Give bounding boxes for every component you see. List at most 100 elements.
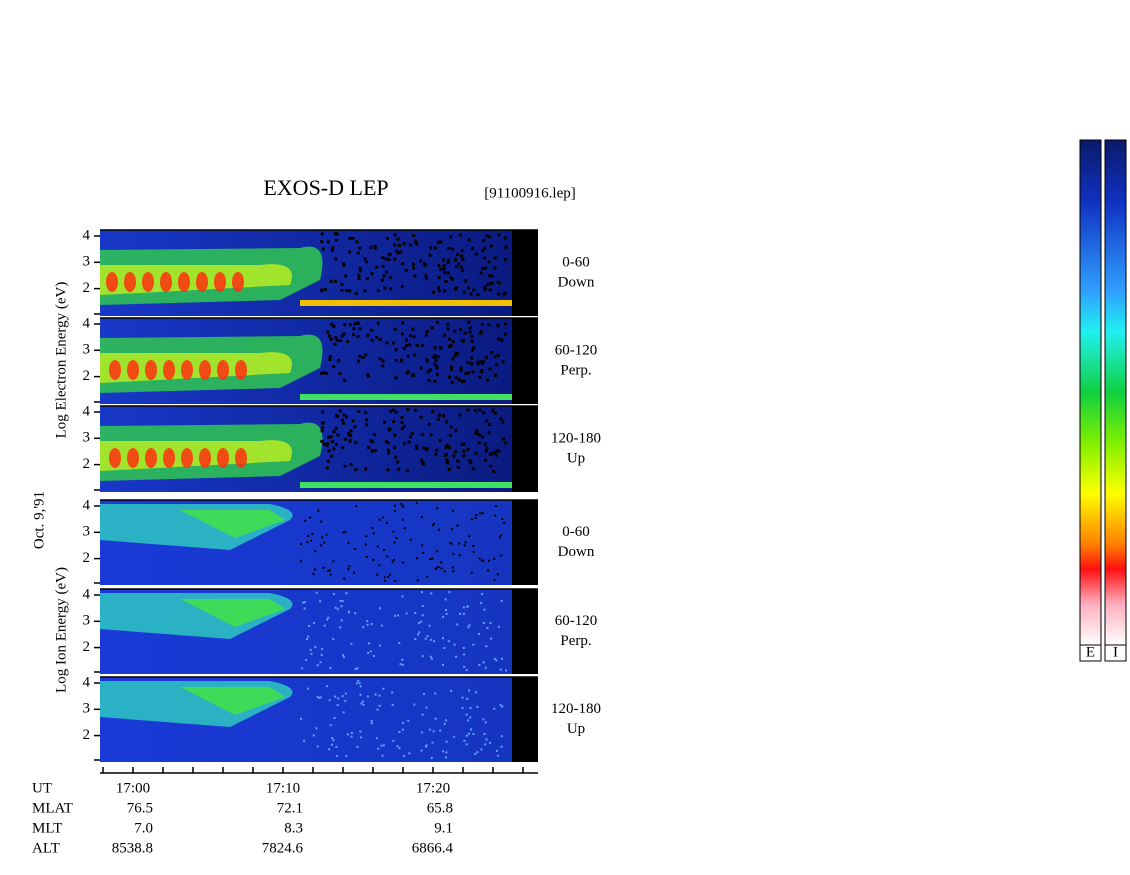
noise	[467, 238, 471, 242]
noise	[482, 239, 486, 243]
noise	[306, 638, 309, 641]
noise	[408, 435, 412, 439]
noise	[416, 579, 419, 582]
noise	[416, 557, 419, 560]
noise	[329, 337, 333, 341]
noise	[365, 277, 369, 281]
noise	[342, 531, 345, 534]
noise	[373, 245, 377, 249]
noise	[487, 260, 491, 264]
data-gap	[512, 318, 538, 404]
noise	[453, 353, 457, 357]
noise	[421, 713, 424, 716]
noise	[455, 252, 459, 256]
noise	[479, 271, 483, 275]
noise	[481, 512, 484, 515]
noise	[470, 334, 474, 338]
noise	[393, 233, 397, 237]
noise	[412, 266, 416, 270]
noise	[415, 502, 418, 505]
y-tick-label: 3	[83, 524, 91, 540]
panel-range: 0-60	[562, 524, 590, 540]
noise	[370, 338, 374, 342]
ephemeris-value: 7.0	[134, 820, 153, 836]
noise	[341, 600, 344, 603]
noise	[334, 257, 338, 261]
noise	[320, 520, 323, 523]
noise	[328, 748, 331, 751]
noise	[353, 322, 357, 326]
noise	[384, 257, 388, 261]
noise	[366, 620, 369, 623]
noise	[333, 342, 337, 346]
noise	[400, 416, 404, 420]
row-label: MLAT	[32, 800, 73, 816]
noise	[307, 535, 310, 538]
noise	[483, 256, 487, 260]
noise	[376, 573, 379, 576]
noise	[453, 450, 457, 454]
noise	[376, 321, 380, 325]
emission	[232, 272, 244, 292]
emission	[160, 272, 172, 292]
noise	[420, 515, 423, 518]
noise	[332, 447, 336, 451]
panel-direction: Up	[567, 450, 585, 466]
row-label: ALT	[32, 840, 60, 856]
noise	[438, 439, 442, 443]
noise	[479, 512, 482, 515]
noise	[488, 559, 491, 562]
noise	[500, 599, 503, 602]
noise	[402, 442, 406, 446]
noise	[394, 410, 398, 414]
ephemeris-value: 76.5	[127, 800, 153, 816]
ion-axis-label: Log Ion Energy (eV)	[53, 567, 69, 693]
noise	[354, 468, 358, 472]
noise	[497, 233, 501, 237]
noise	[400, 421, 404, 425]
noise	[409, 538, 412, 541]
noise	[354, 612, 357, 615]
noise	[504, 441, 508, 445]
noise	[371, 440, 375, 444]
noise	[488, 423, 492, 427]
noise	[322, 442, 326, 446]
noise	[348, 323, 352, 327]
noise	[399, 358, 403, 362]
noise	[362, 626, 365, 629]
noise	[325, 443, 329, 447]
noise	[451, 357, 455, 361]
noise	[446, 322, 450, 326]
noise	[493, 707, 496, 710]
noise	[347, 610, 350, 613]
noise	[327, 435, 331, 439]
noise	[503, 291, 507, 295]
noise	[344, 530, 347, 533]
noise	[392, 408, 396, 412]
noise	[315, 591, 318, 594]
noise	[462, 442, 466, 446]
noise	[370, 272, 374, 276]
noise	[342, 413, 346, 417]
noise	[425, 706, 428, 709]
noise	[378, 357, 382, 361]
noise	[379, 644, 382, 647]
noise	[463, 739, 466, 742]
noise	[330, 439, 334, 443]
noise	[397, 467, 401, 471]
noise	[393, 509, 396, 512]
noise	[378, 704, 381, 707]
noise	[466, 408, 470, 412]
noise	[314, 646, 317, 649]
noise	[482, 621, 485, 624]
noise	[375, 335, 379, 339]
noise	[501, 705, 504, 708]
noise	[396, 237, 400, 241]
noise	[435, 320, 439, 324]
noise	[439, 729, 442, 732]
noise	[347, 433, 351, 437]
noise	[359, 693, 362, 696]
noise	[493, 266, 497, 270]
emission	[180, 510, 285, 538]
noise	[339, 626, 342, 629]
